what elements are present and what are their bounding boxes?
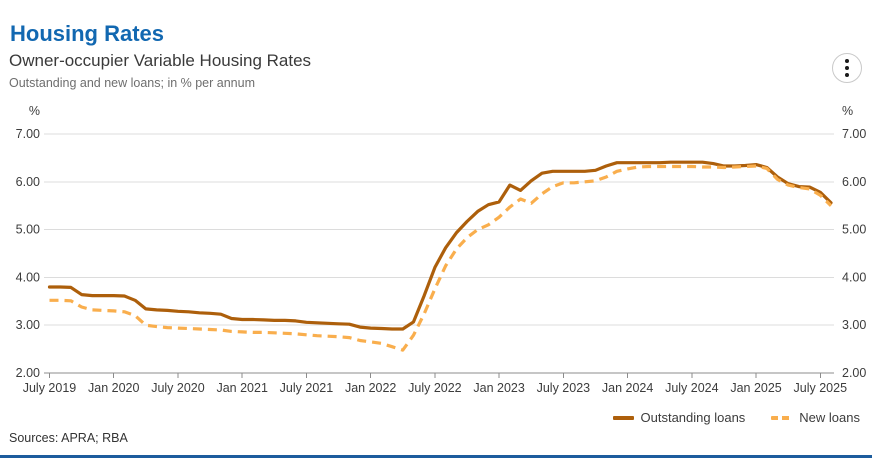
svg-text:July 2025: July 2025 — [794, 381, 848, 395]
svg-text:5.00: 5.00 — [842, 223, 866, 237]
svg-text:July 2023: July 2023 — [537, 381, 591, 395]
chart-title: Owner-occupier Variable Housing Rates — [9, 51, 312, 70]
kebab-menu-icon — [845, 73, 849, 77]
svg-text:July 2022: July 2022 — [408, 381, 462, 395]
kebab-menu-icon — [845, 59, 849, 63]
housing-rates-line-chart: % % 2.00 2.00 3.00 3.00 4.00 4.00 5.00 5.00 6.00 6.… — [16, 104, 867, 395]
svg-text:Jan 2020: Jan 2020 — [88, 381, 139, 395]
svg-text:%: % — [842, 104, 853, 118]
svg-text:July 2019: July 2019 — [23, 381, 77, 395]
svg-text:4.00: 4.00 — [842, 270, 866, 284]
svg-text:7.00: 7.00 — [16, 127, 40, 141]
svg-text:2.00: 2.00 — [16, 366, 40, 380]
svg-text:Jan 2025: Jan 2025 — [730, 381, 781, 395]
legend-item-new-loans[interactable]: New loans — [771, 410, 860, 425]
svg-text:Jan 2023: Jan 2023 — [473, 381, 524, 395]
legend-label-outstanding-loans: Outstanding loans — [640, 410, 746, 425]
svg-text:2.00: 2.00 — [842, 366, 866, 380]
svg-text:July 2020: July 2020 — [151, 381, 205, 395]
svg-text:%: % — [29, 104, 40, 118]
outstanding-loans-line-swatch-icon — [612, 415, 634, 420]
bottom-border-bar — [0, 455, 872, 458]
svg-text:July 2024: July 2024 — [665, 381, 719, 395]
svg-text:4.00: 4.00 — [16, 270, 40, 284]
svg-text:Jan 2024: Jan 2024 — [602, 381, 653, 395]
sources-note: Sources: APRA; RBA — [9, 431, 128, 445]
svg-text:Jan 2022: Jan 2022 — [345, 381, 396, 395]
chart-description: Outstanding and new loans; in % per annu… — [9, 76, 255, 90]
page-title: Housing Rates — [10, 20, 165, 46]
svg-text:7.00: 7.00 — [842, 127, 866, 141]
svg-text:3.00: 3.00 — [842, 318, 866, 332]
svg-text:Jan 2021: Jan 2021 — [216, 381, 267, 395]
legend-label-new-loans: New loans — [799, 410, 860, 425]
svg-text:6.00: 6.00 — [16, 175, 40, 189]
svg-text:3.00: 3.00 — [16, 318, 40, 332]
svg-text:5.00: 5.00 — [16, 223, 40, 237]
kebab-menu-icon — [845, 66, 849, 70]
chart-legend: Outstanding loans New loans — [612, 410, 860, 425]
legend-item-outstanding-loans[interactable]: Outstanding loans — [612, 410, 746, 425]
svg-text:July 2021: July 2021 — [280, 381, 334, 395]
new-loans-line-swatch-icon — [771, 415, 793, 420]
chart-options-button[interactable] — [832, 53, 862, 83]
svg-text:6.00: 6.00 — [842, 175, 866, 189]
